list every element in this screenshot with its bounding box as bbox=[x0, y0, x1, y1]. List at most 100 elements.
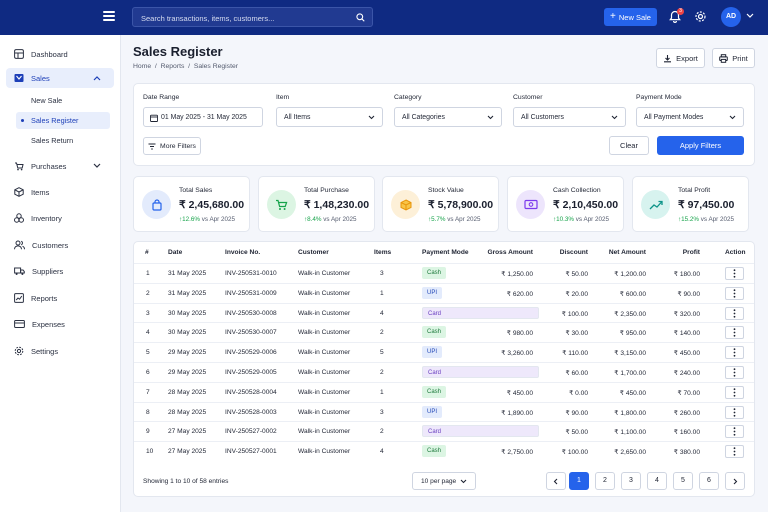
date-range-picker[interactable]: 01 May 2025 - 31 May 2025 bbox=[143, 107, 263, 127]
cell-date: 27 May 2025 bbox=[168, 448, 207, 456]
sidebar-subitem-sales-register[interactable]: Sales Register bbox=[16, 112, 110, 129]
cell-date: 29 May 2025 bbox=[168, 349, 207, 357]
row-actions-button[interactable] bbox=[725, 445, 744, 459]
menu-icon[interactable] bbox=[103, 11, 115, 21]
clear-button[interactable]: Clear bbox=[609, 136, 649, 155]
cell-net-amount: ₹ 3,150.00 bbox=[614, 350, 646, 358]
row-actions-button[interactable] bbox=[725, 405, 744, 419]
print-label: Print bbox=[732, 53, 748, 63]
table-row[interactable]: 4 30 May 2025 INV-250530-0007 Walk-in Custo… bbox=[134, 322, 754, 342]
cart-icon bbox=[14, 74, 24, 82]
payment-mode-select[interactable]: All Payment Modes bbox=[636, 107, 744, 127]
print-button[interactable]: Print bbox=[712, 48, 755, 68]
table-row[interactable]: 10 27 May 2025 INV-250527-0001 Walk-in Cust… bbox=[134, 441, 754, 461]
table-row[interactable]: 3 30 May 2025 INV-250530-0008 Walk-in Custo… bbox=[134, 302, 754, 323]
sidebar-subitem-new-sale[interactable]: New Sale bbox=[16, 92, 110, 109]
column-header-items[interactable]: Items bbox=[374, 249, 392, 256]
gear-icon[interactable] bbox=[694, 10, 707, 23]
cell-items: 4 bbox=[380, 448, 384, 456]
sidebar-item-expenses[interactable]: Expenses bbox=[6, 314, 114, 334]
grid-icon bbox=[14, 49, 24, 59]
table-row[interactable]: 6 29 May 2025 INV-250529-0005 Walk-in Custo… bbox=[134, 362, 754, 382]
sidebar-item-suppliers[interactable]: Suppliers bbox=[6, 261, 114, 281]
table-row[interactable]: 8 28 May 2025 INV-250528-0003 Walk-in Custo… bbox=[134, 401, 754, 422]
sidebar-item-customers[interactable]: Customers bbox=[6, 235, 114, 255]
more-vertical-icon bbox=[733, 407, 736, 417]
sidebar-subitem-sales-return[interactable]: Sales Return bbox=[16, 132, 110, 149]
breadcrumb[interactable]: Home / Reports / Sales Register bbox=[133, 63, 239, 70]
column-header-discount[interactable]: Discount bbox=[559, 249, 588, 256]
sidebar-item-settings[interactable]: Settings bbox=[6, 341, 114, 361]
sidebar-item-inventory[interactable]: Inventory bbox=[6, 208, 114, 228]
sidebar-item-reports[interactable]: Reports bbox=[6, 288, 114, 308]
search-input[interactable]: Search transactions, items, customers... bbox=[132, 7, 373, 27]
table-row[interactable]: 2 31 May 2025 INV-250531-0009 Walk-in Custo… bbox=[134, 282, 754, 303]
table-row[interactable]: 1 31 May 2025 INV-250531-0010 Walk-in Custo… bbox=[134, 263, 754, 283]
column-header-profit[interactable]: Profit bbox=[682, 249, 700, 256]
row-actions-button[interactable] bbox=[725, 306, 744, 320]
row-actions-button[interactable] bbox=[725, 286, 744, 300]
stat-change-value: ↑5.7% bbox=[428, 216, 446, 223]
table-row[interactable]: 5 29 May 2025 INV-250529-0006 Walk-in Custo… bbox=[134, 342, 754, 362]
cart-icon bbox=[267, 190, 296, 219]
page-3-button[interactable]: 3 bbox=[621, 472, 641, 490]
stat-change: ↑10.3% vs Apr 2025 bbox=[553, 216, 609, 223]
customer-select[interactable]: All Customers bbox=[513, 107, 626, 127]
table-row[interactable]: 9 27 May 2025 INV-250527-0002 Walk-in Custo… bbox=[134, 421, 754, 441]
page-4-button[interactable]: 4 bbox=[647, 472, 667, 490]
per-page-select[interactable]: 10 per page bbox=[412, 472, 476, 490]
payment-mode-badge: UPI bbox=[422, 405, 443, 418]
stat-label: Cash Collection bbox=[553, 187, 601, 194]
sidebar-item-items[interactable]: Items bbox=[6, 182, 114, 202]
more-vertical-icon bbox=[733, 427, 736, 437]
sidebar-item-sales[interactable]: Sales bbox=[6, 68, 114, 88]
chevron-down-icon[interactable] bbox=[746, 13, 754, 19]
cell-items: 2 bbox=[380, 329, 384, 337]
search-placeholder: Search transactions, items, customers... bbox=[141, 14, 275, 23]
item-select[interactable]: All Items bbox=[276, 107, 383, 127]
stat-change: ↑15.2% vs Apr 2025 bbox=[678, 216, 734, 223]
avatar[interactable]: AD bbox=[721, 7, 741, 27]
cell-profit: ₹ 260.00 bbox=[673, 409, 700, 417]
new-sale-button[interactable]: + New Sale bbox=[604, 8, 657, 26]
export-button[interactable]: Export bbox=[656, 48, 705, 68]
table-row[interactable]: 7 28 May 2025 INV-250528-0004 Walk-in Custo… bbox=[134, 381, 754, 402]
row-actions-button[interactable] bbox=[725, 366, 744, 379]
sidebar-item-label: Dashboard bbox=[31, 49, 68, 59]
cell-customer: Walk-in Customer bbox=[298, 428, 351, 436]
row-actions-button[interactable] bbox=[725, 425, 744, 439]
more-filters-button[interactable]: More Filters bbox=[143, 137, 201, 155]
page-1-button[interactable]: 1 bbox=[569, 472, 589, 490]
column-header-gross[interactable]: Gross Amount bbox=[487, 249, 533, 256]
column-header-payment-mode[interactable]: Payment Mode bbox=[422, 249, 469, 256]
row-actions-button[interactable] bbox=[725, 326, 744, 340]
sidebar-item-dashboard[interactable]: Dashboard bbox=[6, 44, 114, 64]
stat-value: ₹ 5,78,900.00 bbox=[428, 199, 494, 211]
category-select[interactable]: All Categories bbox=[394, 107, 502, 127]
category-filter-label: Category bbox=[394, 94, 422, 101]
stat-value: ₹ 2,45,680.00 bbox=[179, 199, 245, 211]
row-actions-button[interactable] bbox=[725, 385, 744, 399]
cell-profit: ₹ 70.00 bbox=[677, 389, 700, 397]
column-header-invoice[interactable]: Invoice No. bbox=[225, 249, 261, 256]
cell-date: 30 May 2025 bbox=[168, 309, 207, 317]
page-5-button[interactable]: 5 bbox=[673, 472, 693, 490]
page-2-button[interactable]: 2 bbox=[595, 472, 615, 490]
more-vertical-icon bbox=[733, 308, 736, 318]
cell-net-amount: ₹ 600.00 bbox=[619, 290, 646, 298]
apply-filters-button[interactable]: Apply Filters bbox=[657, 136, 744, 155]
column-header-date[interactable]: Date bbox=[168, 249, 183, 256]
date-range-label: Date Range bbox=[143, 94, 180, 101]
page-6-button[interactable]: 6 bbox=[699, 472, 719, 490]
column-header-net[interactable]: Net Amount bbox=[608, 249, 646, 256]
sidebar-subitem-label: Sales Register bbox=[31, 116, 79, 125]
row-actions-button[interactable] bbox=[725, 346, 744, 360]
next-page-button[interactable] bbox=[725, 472, 745, 490]
cell-items: 5 bbox=[380, 349, 384, 357]
prev-page-button[interactable] bbox=[546, 472, 566, 490]
column-header-customer[interactable]: Customer bbox=[298, 249, 329, 256]
chevron-down-icon bbox=[729, 115, 736, 120]
sidebar-item-purchases[interactable]: Purchases bbox=[6, 156, 114, 176]
row-actions-button[interactable] bbox=[725, 267, 744, 280]
payment-mode-badge: Card bbox=[422, 306, 539, 319]
